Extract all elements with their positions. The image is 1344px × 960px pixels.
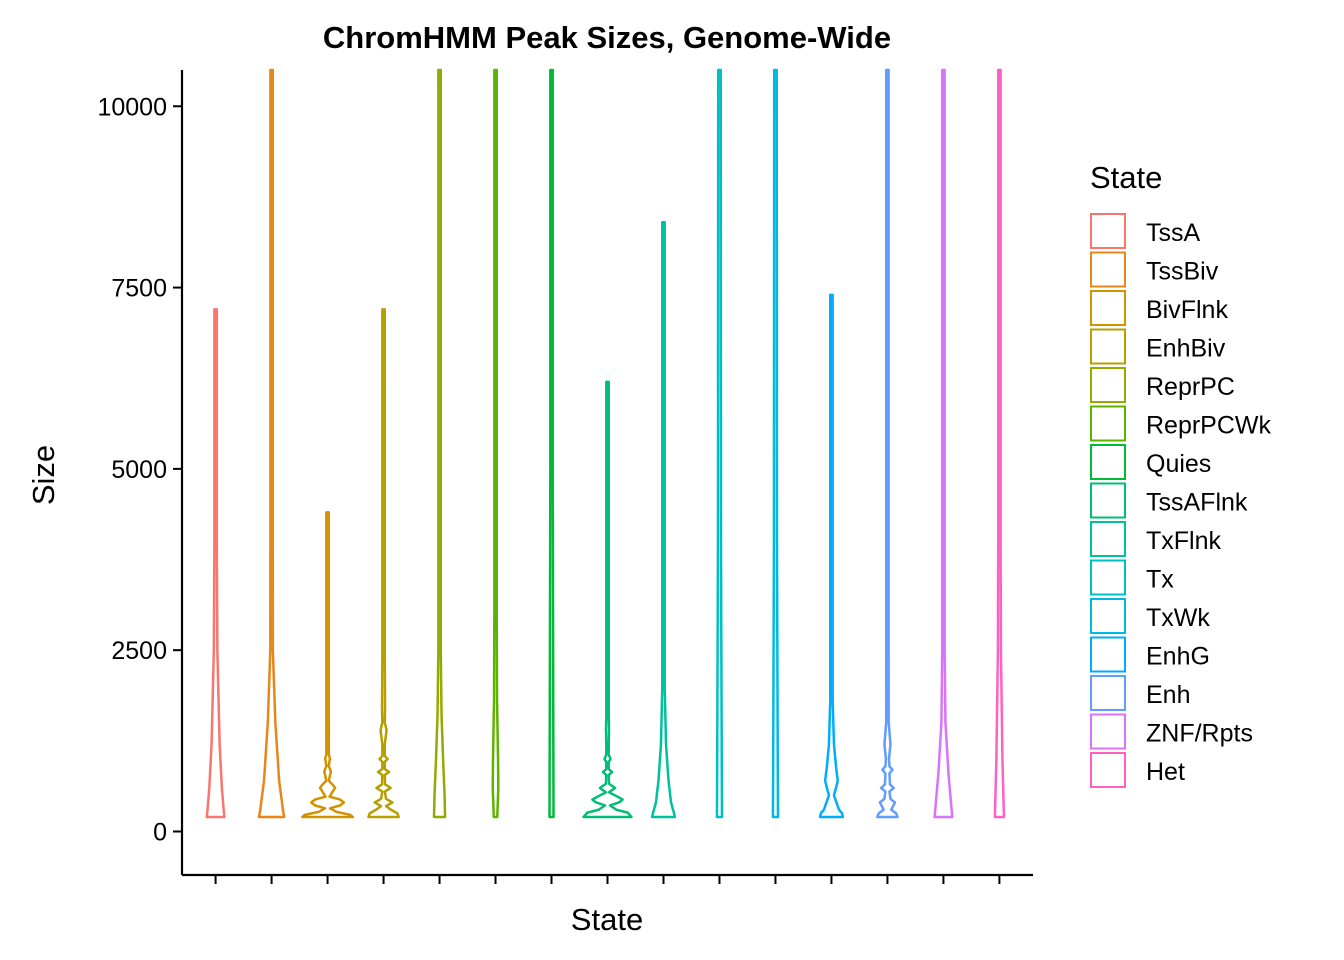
legend-label: TssA: [1146, 219, 1201, 247]
legend-label: Het: [1146, 758, 1185, 786]
x-axis-title: State: [571, 902, 643, 937]
legend-key: [1090, 598, 1126, 634]
legend-key: [1090, 482, 1126, 519]
legend-key: [1090, 444, 1126, 480]
legend-key: [1090, 752, 1126, 788]
violin-enhbiv: [367, 308, 400, 819]
violin-tssaflnk: [582, 380, 633, 819]
legend-key: [1090, 251, 1126, 288]
y-tick-label: 5000: [111, 456, 167, 484]
violin-znf-rpts: [933, 68, 954, 819]
legend-label: EnhBiv: [1146, 335, 1226, 363]
legend-label: ZNF/Rpts: [1146, 720, 1253, 748]
y-tick-label: 10000: [97, 93, 167, 121]
legend-key: [1090, 328, 1126, 365]
legend-key: [1090, 713, 1126, 750]
legend-key: [1090, 367, 1126, 403]
legend-label: ReprPCWk: [1146, 412, 1272, 440]
violin-tx: [715, 68, 724, 819]
violin-reprpc: [432, 68, 447, 819]
legend-label: TxWk: [1146, 604, 1210, 632]
legend-key: [1090, 675, 1126, 711]
plot-area: [205, 68, 1006, 819]
axes: 0 2500 5000 7500 10000: [97, 70, 1033, 884]
y-axis-title: Size: [26, 445, 61, 505]
legend-key: [1090, 213, 1126, 249]
violin-txwk: [771, 68, 780, 819]
violin-enh: [876, 68, 899, 819]
violin-txflnk: [650, 221, 677, 819]
legend-label: TssBiv: [1146, 258, 1219, 286]
legend-label: TxFlnk: [1146, 527, 1222, 555]
y-tick-label: 0: [153, 818, 167, 846]
legend-label: Quies: [1146, 450, 1211, 478]
legend-key: [1090, 521, 1126, 557]
legend-label: ReprPC: [1146, 373, 1235, 401]
y-tick-label: 7500: [111, 275, 167, 303]
legend-key: [1090, 405, 1126, 442]
chart-title: ChromHMM Peak Sizes, Genome-Wide: [323, 20, 891, 55]
violin-het: [993, 68, 1006, 819]
legend-key: [1090, 636, 1126, 673]
legend-label: Enh: [1146, 681, 1190, 709]
legend: TssA TssBiv BivFlnk EnhBiv ReprPC ReprPCWk Qui…: [1090, 213, 1272, 788]
violin-quies: [548, 68, 555, 819]
y-tick-label: 2500: [111, 637, 167, 665]
violin-tssa: [205, 308, 226, 819]
legend-label: Tx: [1146, 566, 1174, 594]
legend-label: EnhG: [1146, 643, 1210, 671]
legend-label: BivFlnk: [1146, 296, 1228, 324]
legend-label: TssAFlnk: [1146, 489, 1248, 517]
legend-key: [1090, 290, 1126, 326]
violin-bivflnk: [301, 511, 355, 819]
legend-key: [1090, 559, 1126, 596]
violin-tssbiv: [257, 68, 286, 819]
violin-enhg: [818, 293, 845, 819]
violin-reprpcwk: [491, 68, 500, 819]
legend-title: State: [1090, 160, 1162, 195]
